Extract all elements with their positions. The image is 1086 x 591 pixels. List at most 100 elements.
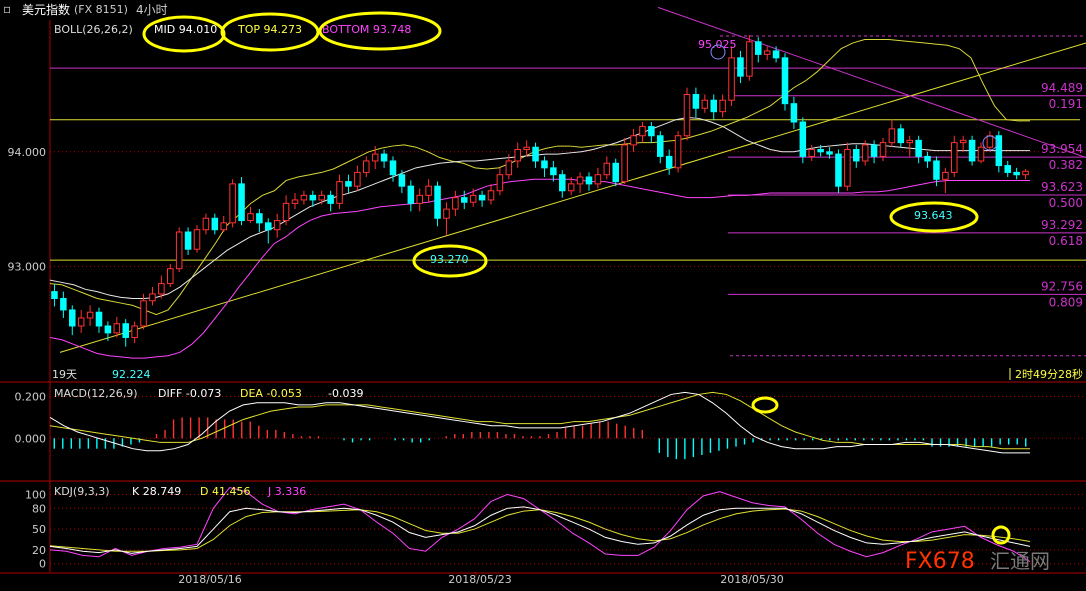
candle-body [612,162,619,183]
fib-ratio-label: 0.382 [1049,158,1083,172]
candle-body [113,323,121,334]
candle-body [621,144,628,183]
candle-body [104,325,112,334]
kdj-j-line [49,486,1031,563]
fib-ratio-label: 0.191 [1049,97,1083,111]
boll-top-line [49,38,1030,316]
candle-body [478,194,486,201]
candle-body [1013,171,1020,176]
candle-body [790,103,798,123]
candle-body [603,162,611,176]
candle-body [746,41,753,77]
candle-body [229,183,236,224]
highlight-ellipse [991,525,1011,545]
candle-body [674,135,682,169]
boll-bottom-line [49,178,1030,359]
circled-low-label-1: 93.270 [430,253,469,266]
candle-body [220,222,227,231]
highlight-ellipse [751,396,779,414]
candle-body [657,135,664,157]
macd-axis-label: 0.200 [15,391,47,404]
candle-body [576,176,584,185]
highlight-ellipse [220,12,320,52]
candle-body [122,323,129,338]
macd-value: -0.039 [328,387,363,400]
kdj-k-value: K 28.749 [132,485,181,498]
candle-body [487,190,495,201]
candle-body [256,213,263,224]
candle-body [363,160,370,173]
candle-body [808,149,815,157]
candle-body [995,135,1003,167]
kdj-d-value: D 41.456 [200,485,250,498]
fib-price-label: 94.489 [1041,81,1083,95]
candle-body [772,50,780,59]
candle-body [879,142,887,157]
candle-body [665,155,673,169]
candle-body [77,317,85,327]
highlight-ellipse [889,201,979,233]
date-label: 2018/05/23 [448,573,511,586]
candle-body [282,202,290,222]
candle-body [345,181,352,187]
candle-body [380,153,388,162]
candle-body [550,167,557,176]
candle-body [309,194,317,201]
candle-body [60,297,67,311]
candle-body [986,135,994,148]
pivot-marker-circle [982,135,998,151]
fib-ratio-label: 0.809 [1049,295,1083,309]
fib-price-label: 92.756 [1041,279,1083,293]
candle-body [1022,170,1029,176]
macd-diff-value: DIFF -0.073 [158,387,221,400]
menu-toggle-icon[interactable]: ▫ [3,2,12,16]
candle-body [175,231,183,270]
candle-body [559,174,566,192]
candle-body [184,231,192,250]
macd-dea-line [49,391,1030,450]
price-axis-label: 93.000 [8,260,47,273]
watermark-logo: FX678 [905,549,975,574]
candle-body [817,149,824,153]
candle-body [692,93,700,109]
window-title: 美元指数 [22,3,71,17]
candle-body [594,174,602,185]
candle-body [167,268,174,285]
candle-body [354,171,361,187]
candle-body [959,139,967,144]
candle-body [461,197,468,203]
rising-trendline [59,42,1086,353]
candle-body [977,146,985,162]
macd-label: MACD(12,26,9) [54,387,138,400]
circled-low-label-2: 93.643 [914,209,953,222]
highlight-ellipse [142,15,226,53]
candle-body [942,171,949,180]
candle-body [247,213,254,222]
candle-body [1004,165,1011,173]
date-label: 2018/05/16 [178,573,241,586]
candle-body [407,185,415,204]
candle-body [416,194,423,204]
candle-body [728,57,735,101]
kdj-axis-label: 0 [39,558,46,571]
candle-body [737,57,744,77]
candle-body [371,153,379,162]
candle-body [398,174,406,187]
candle-body [968,139,976,162]
fib-ratio-label: 0.500 [1049,196,1083,210]
candle-body [523,146,530,151]
candle-body [532,146,539,162]
period-selector[interactable]: 4小时 [136,3,168,17]
kdj-axis-label: 50 [32,523,46,536]
candle-body [567,183,575,192]
candle-body [86,311,94,319]
candle-body [585,176,593,185]
instrument-code: (FX 8151) [74,3,128,16]
candle-body [193,229,201,250]
boll-mid-value: MID 94.010 [154,23,217,36]
candle-body [318,194,325,201]
kdj-j-value: J 3.336 [267,485,306,498]
candle-body [951,142,958,173]
countdown-label: 2时49分28秒 [1015,367,1083,381]
